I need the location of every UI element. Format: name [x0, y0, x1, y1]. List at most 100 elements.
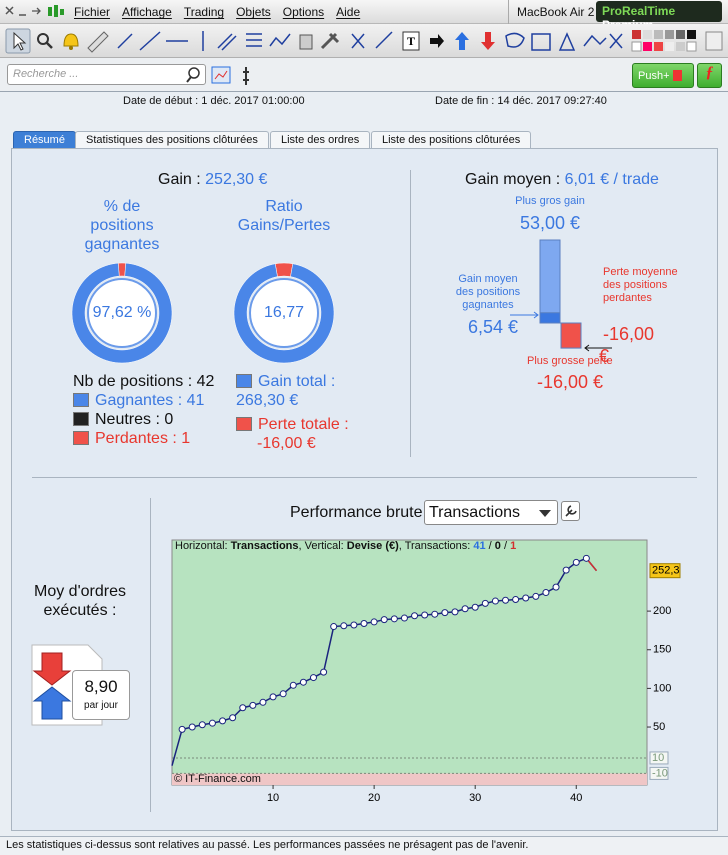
average-bar — [539, 312, 561, 324]
swatch — [73, 393, 89, 407]
point — [219, 717, 227, 725]
menu-item[interactable]: Aide — [336, 5, 361, 19]
avg-loss-value: -16,00 — [603, 324, 655, 344]
point — [370, 618, 378, 626]
menu: Fichier Affichage Trading Objets Options Aide — [74, 5, 372, 19]
header-text: Devise (€) — [346, 540, 399, 552]
chart-header: Horizontal: Transactions, Vertical: Devi… — [175, 540, 516, 552]
point — [309, 674, 317, 682]
donut-hole — [87, 278, 157, 348]
menu-item[interactable]: Fichier — [74, 5, 111, 19]
gain-label: Gain : — [158, 171, 201, 188]
toolbar-icons[interactable] — [210, 64, 266, 88]
point — [330, 623, 338, 631]
value-label: 252,3 — [652, 565, 680, 577]
max-gain-label: Plus gros gain — [515, 195, 585, 207]
push-label: Push+ — [638, 70, 670, 82]
legend-value: 1 — [181, 430, 191, 447]
gain-total-label: Gain total : — [258, 373, 336, 390]
point — [502, 596, 510, 604]
menu-item[interactable]: Objets — [236, 5, 271, 19]
gain-total: Gain total : 268,30 € — [236, 372, 335, 410]
point — [350, 621, 358, 629]
reference-label: -10 — [652, 767, 668, 779]
brand-name: ProRealTime — [602, 4, 676, 18]
tab[interactable]: Liste des ordres — [270, 131, 371, 149]
legend-label: Gagnantes : — [95, 392, 183, 409]
loss-total-value: -16,00 € — [257, 435, 316, 452]
legend-item: Gagnantes : 41 — [73, 391, 214, 410]
search-placeholder: Recherche ... — [13, 68, 79, 80]
y-tick-label: 150 — [653, 644, 671, 656]
drawing-toolbar: T — [0, 24, 728, 58]
menu-item[interactable]: Trading — [183, 5, 225, 19]
divider — [410, 170, 411, 457]
donut-segment — [274, 262, 294, 277]
point — [532, 592, 540, 600]
ratio-value: 16,77 — [263, 304, 305, 321]
point — [178, 725, 186, 733]
avg-gain-label: Gain moyen des positions gagnantes — [455, 273, 521, 311]
point — [259, 698, 267, 706]
svg-text:T: T — [407, 34, 415, 48]
push-button[interactable]: Push+ — [632, 63, 694, 88]
menu-item[interactable]: Options — [282, 5, 325, 19]
menu-bar: Fichier Affichage Trading Objets Options Aide… — [0, 0, 728, 32]
legend-label: Neutres : — [95, 411, 160, 428]
legend-value: 0 — [164, 411, 174, 428]
loss-total-label: Perte totale : — [258, 416, 349, 433]
start-date: Date de début : 1 déc. 2017 01:00:00 — [123, 95, 305, 107]
loss-total: Perte totale : -16,00 € — [236, 415, 349, 453]
max-loss-label: Plus grosse perte — [527, 355, 613, 367]
tab[interactable]: Statistiques des positions clôturées — [75, 131, 269, 149]
positions-count: Nb de positions : 42 — [73, 372, 214, 391]
search-box[interactable]: Recherche ... — [7, 64, 206, 85]
tab[interactable]: Résumé — [13, 131, 76, 149]
ratio-title: Ratio Gains/Pertes — [237, 198, 331, 234]
reference-tag — [649, 751, 669, 765]
point — [320, 668, 328, 676]
footer: Les statistiques ci-dessus sont relative… — [0, 836, 728, 855]
point — [279, 690, 287, 698]
orders-unit: par jour — [84, 700, 118, 711]
win-title: % de positions gagnantes — [84, 198, 160, 253]
chart: 10 -10 50 100 150 200 10 20 30 40 252,3 — [171, 539, 681, 804]
header-text: 1 — [510, 540, 517, 552]
point — [582, 554, 590, 562]
point — [562, 566, 570, 574]
window-controls — [5, 5, 64, 17]
header-text: / — [485, 540, 495, 552]
tab[interactable]: Liste des positions clôturées — [371, 131, 532, 149]
formula-button[interactable]: ƒ — [697, 63, 722, 88]
header-text: / — [500, 540, 511, 552]
point — [360, 619, 368, 627]
point — [269, 693, 277, 701]
selector-value: Transactions — [429, 504, 520, 521]
max-loss-value: -16,00 € — [536, 372, 604, 392]
chart-title: Performance brute — [290, 504, 423, 521]
positions-legend: Nb de positions : 42 Gagnantes : 41 Neut… — [73, 372, 214, 448]
point — [390, 615, 398, 623]
header-text: , Vertical: — [298, 540, 347, 552]
point — [188, 723, 196, 731]
settings-button[interactable] — [561, 501, 580, 521]
loss-zone — [172, 773, 647, 785]
gain-total-value: 268,30 € — [236, 392, 299, 409]
chart-selector[interactable]: Transactions — [424, 500, 558, 525]
legend-item: Neutres : 0 — [73, 410, 214, 429]
arrow — [510, 311, 539, 319]
orders-label: Moy d'ordres exécutés : — [34, 583, 126, 619]
average-gain: Gain moyen : 6,01 € / trade — [465, 171, 659, 189]
menu-item[interactable]: Affichage — [122, 5, 172, 19]
gain-value: 252,30 € — [205, 171, 268, 188]
search-icon[interactable] — [186, 66, 204, 84]
color-palette[interactable] — [631, 30, 723, 52]
donut-segment — [71, 262, 173, 364]
arrow — [584, 344, 612, 352]
separator — [508, 0, 509, 24]
avg-loss-unit: € — [599, 346, 610, 366]
brand: ProRealTime Premium — [596, 1, 722, 32]
reference-tag — [649, 766, 669, 780]
point — [400, 614, 408, 622]
swatch — [73, 412, 89, 426]
